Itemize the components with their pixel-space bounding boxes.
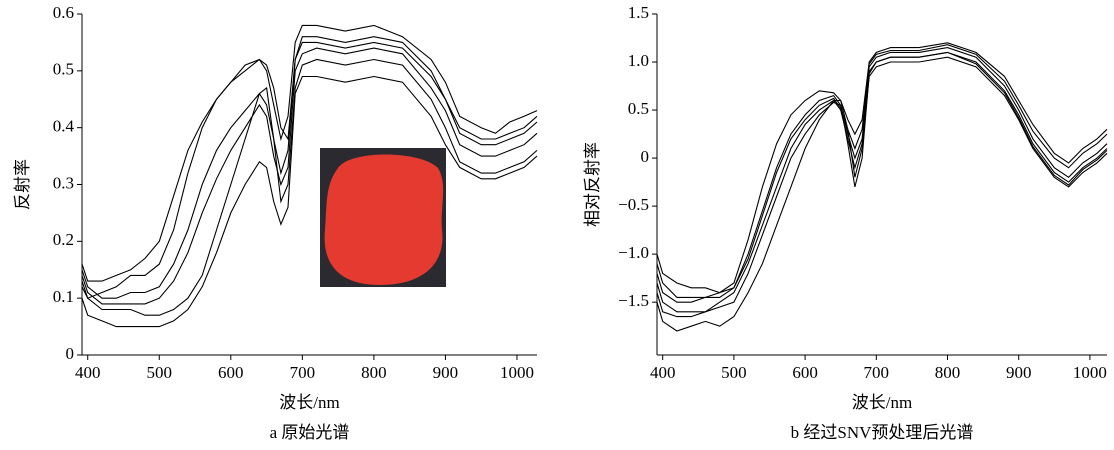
spectrum-line (656, 51, 1108, 313)
spectrum-line (656, 44, 1108, 303)
x-tick-label: 1000 (500, 363, 534, 382)
x-tick-label: 500 (147, 363, 173, 382)
x-tick-label: 900 (433, 363, 459, 382)
y-tick-label: 1.0 (628, 51, 649, 70)
y-axis-label: 相对反射率 (583, 142, 602, 227)
spectrum-line (656, 56, 1108, 332)
spectrum-line (81, 75, 538, 328)
x-tick-label: 400 (650, 363, 676, 382)
x-tick-label: 700 (290, 363, 316, 382)
y-tick-label: 0.2 (53, 230, 74, 249)
spectrum-line (81, 58, 538, 316)
x-tick-label: 800 (935, 363, 961, 382)
x-tick-label: 900 (1006, 363, 1032, 382)
y-tick-label: −1.0 (618, 243, 649, 262)
x-tick-label: 800 (361, 363, 387, 382)
x-tick-label: 1000 (1073, 363, 1107, 382)
spectrum-line (656, 42, 1108, 294)
y-tick-label: 0.6 (53, 3, 74, 22)
y-tick-label: −0.5 (618, 195, 649, 214)
y-tick-label: 0.5 (53, 60, 74, 79)
spectrum-line (656, 51, 1108, 318)
y-tick-label: −1.5 (618, 291, 649, 310)
x-axis-label: 波长/nm (852, 393, 912, 412)
spectrum-line (81, 41, 538, 299)
y-tick-label: 0 (641, 147, 650, 166)
x-axis-label: 波长/nm (279, 393, 339, 412)
x-tick-label: 700 (864, 363, 890, 382)
spectrum-line (81, 24, 538, 282)
y-axis-label: 反射率 (13, 159, 32, 210)
y-tick-label: 0.1 (53, 287, 74, 306)
x-tick-label: 400 (75, 363, 101, 382)
caption: a 原始光谱 (270, 423, 350, 442)
spectrum-line (81, 47, 538, 305)
sample-blob (324, 154, 444, 285)
x-tick-label: 600 (218, 363, 244, 382)
y-tick-label: 1.5 (628, 3, 649, 22)
y-tick-label: 0.3 (53, 173, 74, 192)
caption: b 经过SNV预处理后光谱 (791, 423, 974, 442)
spectrum-line (81, 36, 538, 299)
y-tick-label: 0.5 (628, 99, 649, 118)
plot-layer: 0 0.1 0.2 0.3 0.4 0.5 0.6 400 500 600 700 800 900 100… (13, 3, 1108, 442)
x-tick-label: 500 (721, 363, 747, 382)
x-tick-label: 600 (792, 363, 818, 382)
y-tick-label: 0.4 (53, 117, 75, 136)
spectrum-line (656, 47, 1108, 298)
y-tick-label: 0 (66, 344, 75, 363)
inset-photo (320, 148, 446, 287)
